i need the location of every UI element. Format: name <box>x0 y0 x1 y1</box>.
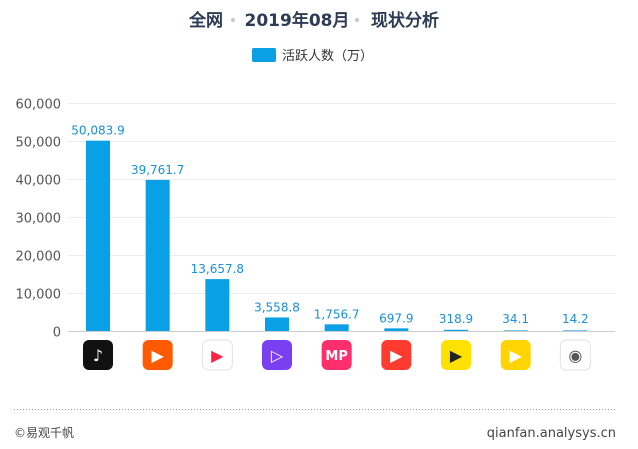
gray-eye-icon: ◉ <box>559 339 591 371</box>
data-label-1: 50,083.9 <box>71 124 124 138</box>
data-label-2: 39,761.7 <box>131 163 184 177</box>
title-period: 2019年08月 <box>245 10 350 31</box>
kuaishou-icon: ▶ <box>142 340 173 370</box>
svg-text:▶: ▶ <box>211 346 224 365</box>
y-tick-label: 10,000 <box>16 288 62 303</box>
svg-text:▶: ▶ <box>390 346 403 365</box>
footer-url: qianfan.analysys.cn <box>487 426 616 441</box>
data-label-4: 3,558.8 <box>254 300 300 314</box>
legend[interactable]: 活跃人数（万） <box>252 48 373 64</box>
purple-play-icon: ▷ <box>262 340 292 370</box>
data-label-layer: 50,083.9 39,761.7 13,657.8 3,558.8 1,756.7 69… <box>71 124 588 326</box>
bar-3[interactable] <box>205 279 230 331</box>
data-label-9: 14.2 <box>562 312 589 326</box>
svg-text:▶: ▶ <box>152 346 165 365</box>
svg-text:▷: ▷ <box>271 346 284 365</box>
bar-layer <box>86 140 588 331</box>
bar-7[interactable] <box>444 329 468 331</box>
pear-icon: ▶ <box>500 340 531 370</box>
yellow-play-icon: ▶ <box>441 340 471 370</box>
data-label-5: 1,756.7 <box>314 307 360 321</box>
title-analysis: 现状分析 <box>371 10 439 31</box>
red-play-icon: ▶ <box>201 339 233 371</box>
svg-text:♪: ♪ <box>93 346 103 365</box>
bar-9[interactable] <box>563 330 588 331</box>
mp-icon: MP <box>321 340 352 370</box>
svg-text:◉: ◉ <box>568 346 582 365</box>
y-tick-label: 30,000 <box>16 212 62 227</box>
y-tick-label: 60,000 <box>16 98 62 113</box>
y-tick-label: 20,000 <box>16 250 62 265</box>
bar-5[interactable] <box>324 324 349 331</box>
y-tick-label: 50,000 <box>16 136 62 151</box>
title-separator-2: • <box>353 13 361 29</box>
bar-2[interactable] <box>145 179 170 331</box>
y-axis-ticks: 0 10,000 20,000 30,000 40,000 50,000 60,000 <box>16 98 62 341</box>
data-label-8: 34.1 <box>502 312 529 326</box>
title-scope: 全网 <box>188 10 223 31</box>
legend-swatch <box>252 48 276 62</box>
bar-4[interactable] <box>265 317 289 331</box>
bar-8[interactable] <box>503 330 528 331</box>
svg-text:MP: MP <box>325 349 347 364</box>
svg-text:▶: ▶ <box>510 346 523 365</box>
red-tv-icon: ▶ <box>381 340 412 370</box>
footer-copyright: ©易观千帆 <box>14 425 74 440</box>
data-label-7: 318.9 <box>439 312 473 326</box>
data-label-3: 13,657.8 <box>191 262 244 276</box>
bar-1[interactable] <box>86 140 110 331</box>
svg-text:▶: ▶ <box>450 346 463 365</box>
legend-label: 活跃人数（万） <box>282 49 373 64</box>
data-label-6: 697.9 <box>379 311 413 325</box>
category-icons: ♪ ▶ ▶ ▷ MP ▶ ▶ ▶ ◉ <box>83 339 591 371</box>
tiktok-icon: ♪ <box>83 340 113 370</box>
y-tick-label: 40,000 <box>16 174 62 189</box>
chart-title: 全网 • 2019年08月 • 现状分析 <box>188 10 439 31</box>
title-separator-1: • <box>229 13 237 29</box>
y-tick-label: 0 <box>53 326 61 341</box>
bar-6[interactable] <box>384 328 409 331</box>
